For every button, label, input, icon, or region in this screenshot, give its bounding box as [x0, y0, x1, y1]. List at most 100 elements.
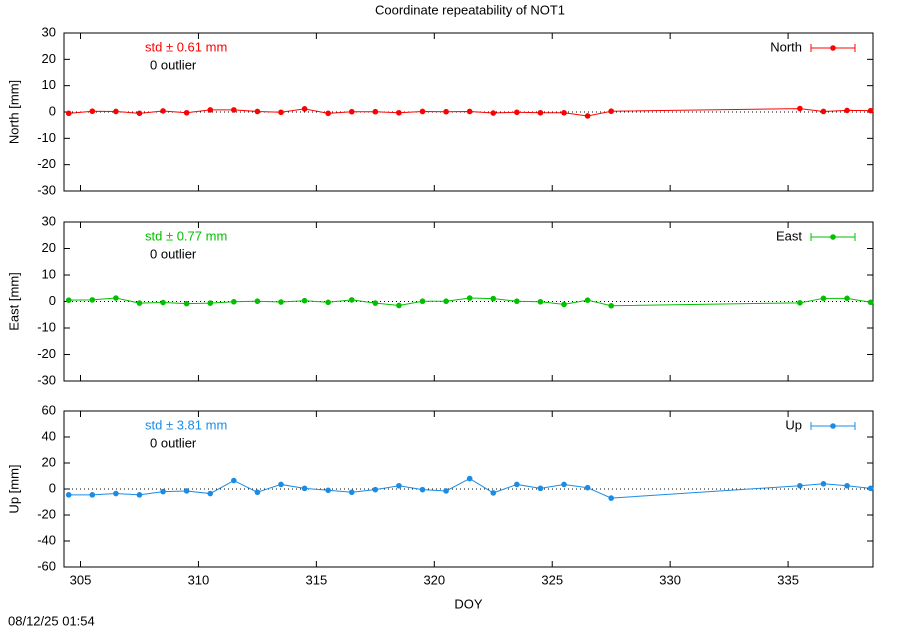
data-point — [844, 295, 850, 302]
data-point — [561, 481, 567, 488]
data-point — [301, 485, 308, 492]
y-tick-label: 10 — [42, 77, 56, 92]
x-tick-label: 330 — [659, 572, 681, 587]
data-point — [466, 108, 473, 115]
x-tick-label: 310 — [188, 572, 210, 587]
data-point — [65, 492, 72, 498]
legend-label: North — [770, 39, 802, 54]
y-tick-label: 30 — [42, 24, 56, 39]
data-point — [65, 297, 72, 303]
data-point — [113, 295, 119, 301]
series-line — [68, 478, 871, 499]
data-point — [443, 108, 449, 115]
data-point — [844, 482, 850, 489]
data-point — [514, 109, 520, 116]
data-point — [136, 300, 143, 306]
data-point — [301, 106, 308, 112]
data-point — [372, 300, 379, 306]
data-point — [183, 300, 190, 307]
data-point — [537, 109, 544, 116]
data-point — [584, 484, 591, 491]
series-line — [68, 297, 871, 307]
data-point — [443, 488, 449, 494]
data-point — [561, 301, 567, 308]
y-axis-label: East [mm] — [6, 272, 21, 331]
data-point — [820, 108, 827, 115]
data-point — [820, 295, 827, 302]
data-point — [89, 108, 96, 115]
data-point — [419, 108, 426, 115]
data-point — [797, 300, 803, 306]
data-point — [348, 108, 355, 115]
data-point — [867, 485, 874, 492]
y-tick-label: 20 — [42, 51, 56, 66]
y-tick-label: 0 — [49, 293, 56, 308]
data-point — [113, 108, 119, 115]
data-point — [231, 477, 237, 484]
data-point — [443, 298, 449, 305]
data-point — [325, 487, 331, 494]
y-tick-label: 30 — [42, 213, 56, 228]
legend-marker — [830, 45, 836, 51]
data-point — [561, 109, 567, 116]
data-point — [584, 113, 591, 119]
annotation: 0 outlier — [150, 435, 197, 450]
data-point — [797, 482, 803, 489]
data-point — [396, 302, 402, 309]
data-point — [608, 108, 614, 115]
data-point — [278, 109, 284, 116]
legend-marker — [830, 423, 836, 429]
data-point — [231, 298, 237, 305]
y-tick-label: -10 — [37, 130, 56, 145]
data-point — [254, 489, 261, 496]
data-point — [183, 488, 190, 494]
data-point — [490, 110, 497, 116]
x-tick-label: 305 — [70, 572, 92, 587]
data-point — [183, 109, 190, 116]
data-point — [490, 295, 497, 302]
data-point — [797, 105, 803, 112]
data-point — [325, 110, 331, 117]
data-point — [254, 108, 261, 115]
annotation: std ± 0.61 mm — [145, 39, 227, 54]
data-point — [136, 492, 143, 498]
annotation: std ± 0.77 mm — [145, 228, 227, 243]
data-point — [867, 299, 874, 306]
data-point — [419, 298, 426, 305]
data-point — [160, 488, 166, 495]
y-tick-label: -60 — [37, 558, 56, 573]
data-point — [65, 110, 72, 117]
data-point — [301, 297, 308, 304]
y-tick-label: 20 — [42, 240, 56, 255]
data-point — [372, 108, 379, 115]
y-tick-label: 20 — [42, 454, 56, 469]
data-point — [584, 297, 591, 303]
x-tick-label: 325 — [541, 572, 563, 587]
data-point — [608, 495, 614, 501]
data-point — [348, 297, 355, 303]
data-point — [396, 109, 402, 116]
annotation: 0 outlier — [150, 246, 197, 261]
data-point — [113, 490, 119, 497]
data-point — [89, 297, 96, 303]
data-point — [537, 485, 544, 492]
data-point — [160, 108, 166, 114]
series-line — [68, 108, 871, 117]
data-point — [254, 298, 261, 305]
y-axis-label: Up [mm] — [6, 464, 21, 513]
x-tick-label: 315 — [306, 572, 328, 587]
annotation: 0 outlier — [150, 57, 197, 72]
y-tick-label: 60 — [42, 402, 56, 417]
annotation: std ± 3.81 mm — [145, 417, 227, 432]
data-point — [537, 298, 544, 305]
y-tick-label: -20 — [37, 506, 56, 521]
data-point — [466, 295, 473, 301]
x-tick-label: 320 — [423, 572, 445, 587]
y-tick-label: 10 — [42, 266, 56, 281]
y-tick-label: -20 — [37, 156, 56, 171]
data-point — [514, 298, 520, 305]
data-point — [136, 110, 143, 117]
y-tick-label: 0 — [49, 103, 56, 118]
y-axis-label: North [mm] — [6, 80, 21, 144]
data-point — [278, 481, 284, 488]
